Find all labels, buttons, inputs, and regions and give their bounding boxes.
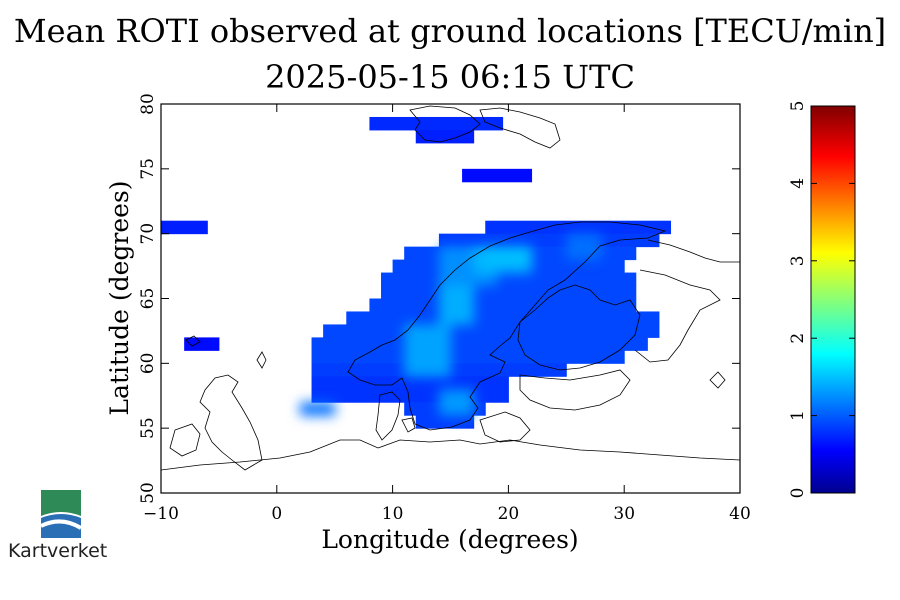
roti-cell xyxy=(323,324,660,338)
roti-cell xyxy=(415,129,475,144)
kartverket-logo-icon xyxy=(40,490,83,538)
roti-cell xyxy=(404,324,451,377)
roti-cell xyxy=(346,311,660,325)
roti-cell xyxy=(438,233,660,248)
x-tick-label: 0 xyxy=(271,504,282,524)
y-tick-label: 50 xyxy=(138,482,158,504)
roti-cell xyxy=(438,389,475,416)
roti-cell xyxy=(462,168,533,183)
colorbar-tick-label: 2 xyxy=(788,333,808,344)
kartverket-logo xyxy=(40,490,83,538)
coastline-map xyxy=(161,105,740,471)
roti-cell xyxy=(485,220,672,235)
colorbar: 0 1 2 3 4 5 xyxy=(788,101,856,499)
title-line-2: 2025-05-15 06:15 UTC xyxy=(265,58,635,96)
x-axis-ticks: −10 0 10 20 30 40 xyxy=(143,104,751,524)
roti-cell xyxy=(311,350,625,364)
colorbar-tick-label: 4 xyxy=(788,178,808,189)
chart-title: Mean ROTI observed at ground locations [… xyxy=(0,8,900,100)
kartverket-logo-text: Kartverket xyxy=(8,540,108,562)
roti-cell xyxy=(161,220,208,235)
roti-cell xyxy=(381,285,637,299)
x-tick-label: 30 xyxy=(613,504,635,524)
roti-cell xyxy=(184,337,220,351)
roti-cell xyxy=(415,415,475,429)
colorbar-ticks: 0 1 2 3 4 5 xyxy=(788,101,855,499)
y-axis-title: Latitude (degrees) xyxy=(105,180,134,415)
y-tick-label: 70 xyxy=(138,223,158,245)
roti-cell xyxy=(311,376,509,390)
y-axis-ticks: 50 55 60 65 70 75 80 xyxy=(138,93,740,504)
colorbar-tick-label: 3 xyxy=(788,255,808,266)
x-tick-label: 40 xyxy=(729,504,751,524)
colorbar-gradient xyxy=(810,105,856,494)
roti-cell xyxy=(311,337,648,351)
roti-heatmap-highlights xyxy=(299,233,602,416)
roti-cell xyxy=(566,233,602,261)
roti-cell xyxy=(381,272,637,287)
x-axis-title: Longitude (degrees) xyxy=(321,525,578,554)
x-tick-label: −10 xyxy=(143,504,179,524)
colorbar-tick-label: 1 xyxy=(788,410,808,421)
roti-cell xyxy=(485,246,533,261)
x-tick-label: 20 xyxy=(498,504,520,524)
roti-cell xyxy=(438,285,475,325)
y-tick-label: 55 xyxy=(138,417,158,439)
roti-cell xyxy=(311,389,509,403)
y-tick-label: 80 xyxy=(138,93,158,115)
x-tick-label: 10 xyxy=(382,504,404,524)
y-tick-label: 75 xyxy=(138,158,158,180)
roti-cell xyxy=(369,116,504,131)
roti-cell xyxy=(299,402,336,416)
roti-cell xyxy=(369,298,637,312)
title-line-1: Mean ROTI observed at ground locations [… xyxy=(13,12,887,50)
y-tick-label: 65 xyxy=(138,288,158,310)
y-tick-label: 60 xyxy=(138,353,158,375)
colorbar-tick-label: 0 xyxy=(788,488,808,499)
colorbar-tick-label: 5 xyxy=(788,101,808,112)
